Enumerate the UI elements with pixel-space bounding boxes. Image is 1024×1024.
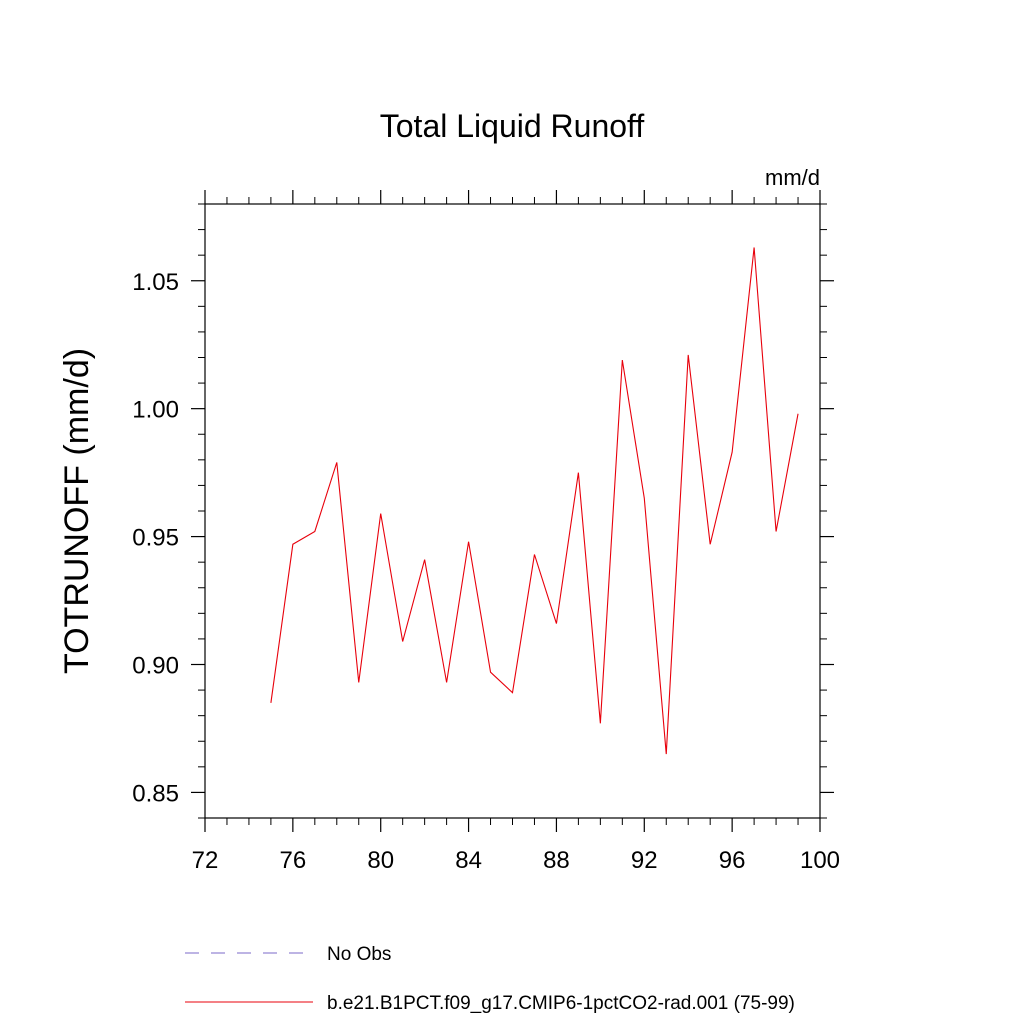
x-axis-ticks: 72 76 80 84 88 92 96 100 — [192, 190, 840, 874]
y-tick-label: 0.95 — [132, 525, 179, 552]
x-tick-label: 80 — [367, 847, 394, 874]
x-tick-label: 76 — [280, 847, 307, 874]
legend: No Obs b.e21.B1PCT.f09_g17.CMIP6-1pctCO2-… — [185, 944, 795, 1014]
x-tick-label: 84 — [455, 847, 482, 874]
y-tick-label: 0.90 — [132, 653, 179, 680]
legend-entry: b.e21.B1PCT.f09_g17.CMIP6-1pctCO2-rad.00… — [327, 993, 795, 1014]
units-label: mm/d — [765, 165, 820, 190]
y-axis-ticks: 0.85 0.90 0.95 1.00 1.05 — [132, 203, 834, 819]
chart-title: Total Liquid Runoff — [380, 108, 645, 144]
y-tick-label: 1.00 — [132, 397, 179, 424]
y-tick-label: 1.05 — [132, 269, 179, 296]
series-layer — [270, 247, 799, 755]
y-tick-label: 0.85 — [132, 780, 179, 807]
x-tick-label: 100 — [800, 847, 840, 874]
series-line-1 — [270, 247, 799, 755]
x-tick-label: 72 — [192, 847, 219, 874]
y-axis-label: TOTRUNOFF (mm/d) — [58, 348, 96, 674]
plot-frame — [204, 203, 821, 819]
x-tick-label: 88 — [543, 847, 570, 874]
x-tick-label: 92 — [631, 847, 658, 874]
legend-entry: No Obs — [327, 944, 391, 965]
x-tick-label: 96 — [719, 847, 746, 874]
